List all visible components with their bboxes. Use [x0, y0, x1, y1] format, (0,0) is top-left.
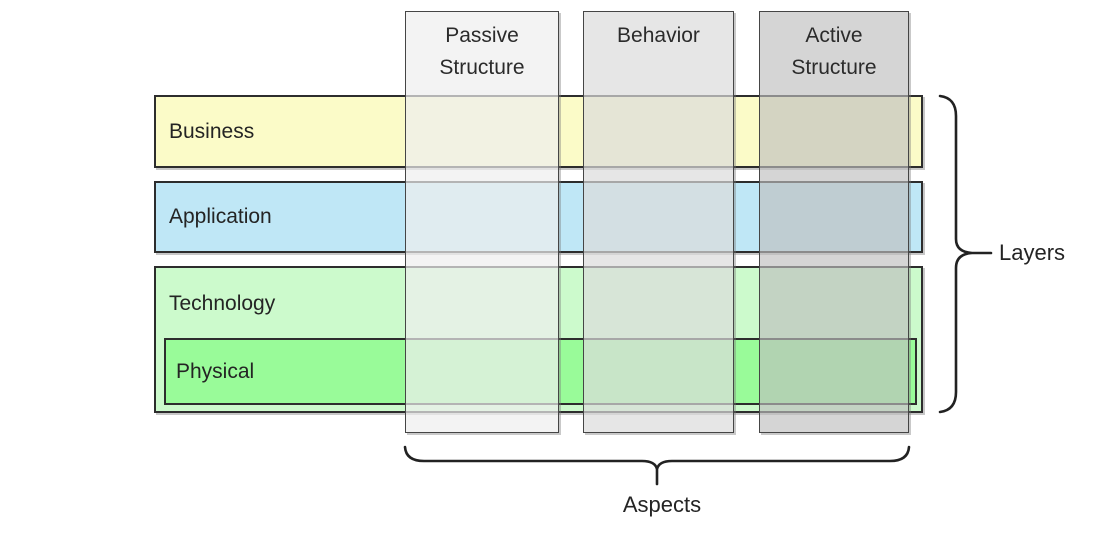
aspect-column-behavior: Behavior [583, 11, 734, 433]
layers-brace [938, 94, 993, 414]
layer-physical-label: Physical [176, 359, 255, 383]
layer-business-label: Business [169, 119, 255, 143]
layer-application-label: Application [169, 205, 272, 228]
aspects-brace [403, 445, 911, 486]
aspects-brace-label: Aspects [622, 492, 702, 517]
layer-technology-label: Technology [169, 292, 276, 315]
layers-brace-label: Layers [999, 240, 1066, 265]
aspect-column-active-structure: Active Structure [759, 11, 909, 433]
aspect-column-passive-structure: Passive Structure [405, 11, 559, 433]
aspect-active-structure-label: Active Structure [791, 24, 877, 79]
aspect-behavior-label: Behavior [617, 24, 700, 47]
aspect-passive-structure-label: Passive Structure [439, 24, 525, 79]
